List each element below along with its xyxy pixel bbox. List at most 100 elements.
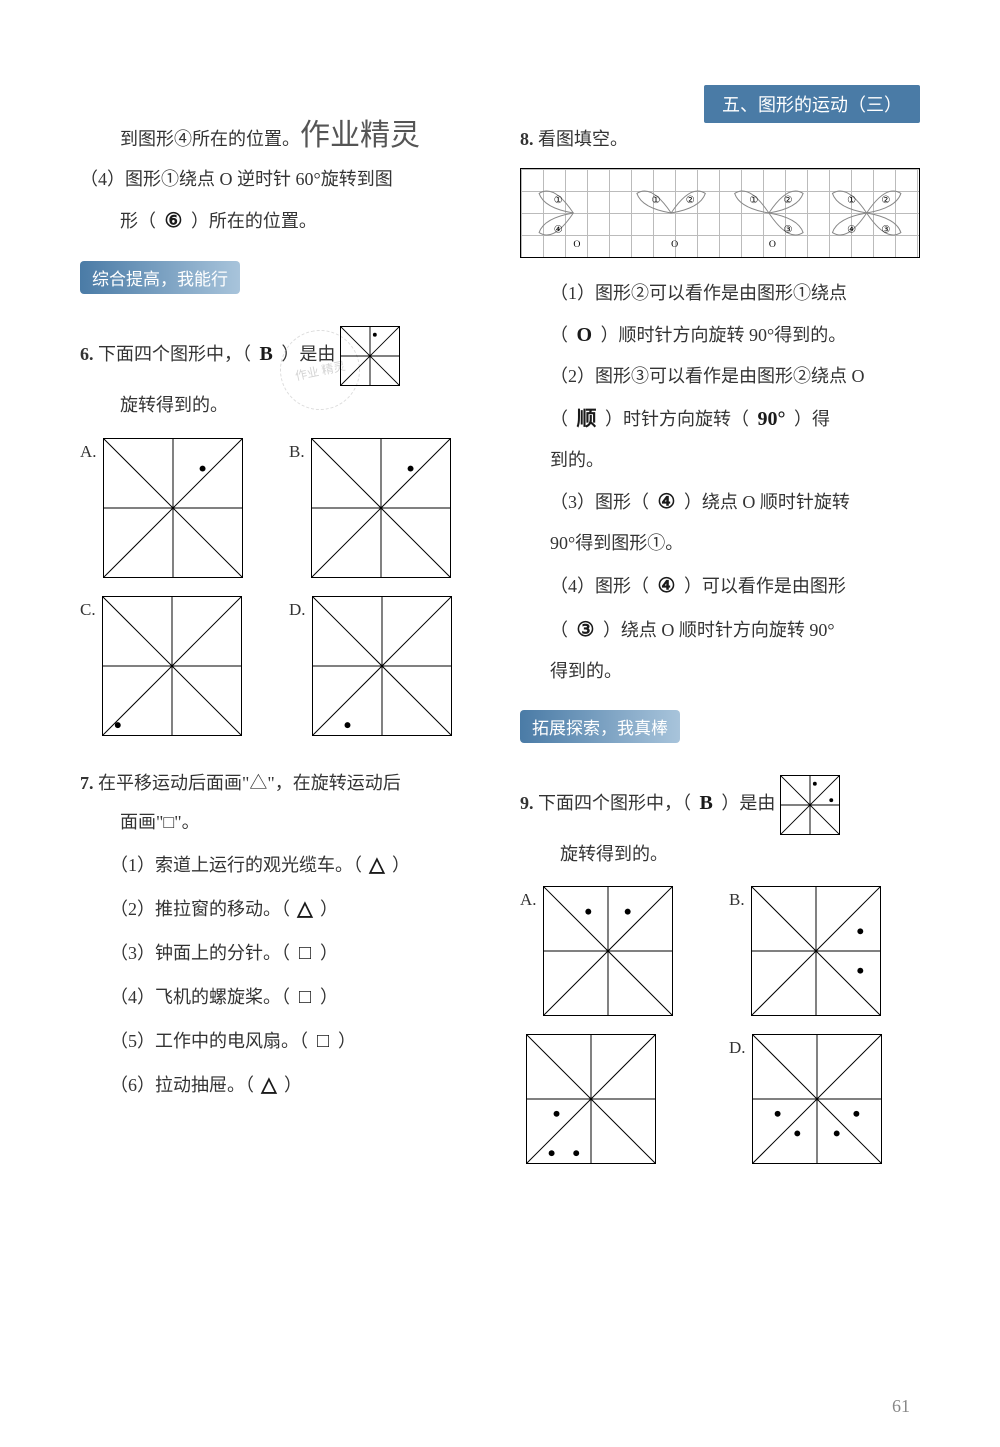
svg-text:④: ④ (554, 224, 563, 235)
right-column: 8. 看图填空。 ①④O ①②O ①②③O ①②④③ （1）图形②可以看作是由图… (520, 120, 920, 1164)
q8-sub4-cont: （ ③ ）绕点 O 顺时针方向旋转 90° (520, 608, 920, 652)
q9-options: A. B. D. (520, 886, 920, 1164)
svg-text:①: ① (652, 195, 661, 206)
q8-2-ans1: 顺 (573, 397, 601, 441)
q7-text1: 在平移运动后面画"△"，在旋转运动后 (98, 773, 401, 793)
q9-label-a: A. (520, 890, 537, 910)
q6-ref-shape (340, 326, 400, 386)
svg-text:O: O (671, 239, 678, 250)
q7-3-ans: □ (290, 931, 320, 975)
svg-text:①: ① (749, 195, 758, 206)
svg-text:③: ③ (881, 224, 890, 235)
butterfly-3: ①②③O (735, 191, 803, 250)
q6-label-a: A. (80, 442, 97, 462)
q9-ref-shape (780, 775, 840, 835)
q7-2-ans: △ (290, 887, 320, 931)
q8-4c: （ (550, 620, 568, 640)
q7-1-end: ） (392, 855, 410, 875)
q8-sub3-cont: 90°得到图形①。 (520, 524, 920, 564)
svg-text:②: ② (686, 195, 695, 206)
q8-4a: （4）图形（ (550, 576, 649, 596)
q9-text2: ）是由 (721, 793, 775, 813)
q7-item-1: （1）索道上运行的观光缆车。（△） (80, 843, 480, 887)
q8-1c: ）顺时针方向旋转 90°得到的。 (601, 325, 847, 345)
q6-option-b: B. (289, 438, 480, 578)
q6-shape-d (312, 596, 452, 736)
q9-label-d: D. (729, 1038, 746, 1058)
q9-option-b: B. (729, 886, 920, 1016)
q7-item-2: （2）推拉窗的移动。（△） (80, 887, 480, 931)
q7-num: 7. (80, 773, 94, 793)
q7-3-end: ） (320, 943, 338, 963)
q6-label-b: B. (289, 442, 305, 462)
svg-text:④: ④ (847, 224, 856, 235)
q7-6-ans: △ (254, 1063, 284, 1107)
q8-sub2-cont: （ 顺 ）时针方向旋转（ 90° ）得 (520, 397, 920, 441)
q6-option-a: A. (80, 438, 271, 578)
q7-3-label: （3）钟面上的分针。（ (110, 943, 290, 963)
q9-shape-d (752, 1034, 882, 1164)
q8-sub1-cont: （ O ）顺时针方向旋转 90°得到的。 (520, 313, 920, 357)
q7-item-5: （5）工作中的电风扇。（□） (80, 1019, 480, 1063)
q6-option-d: D. (289, 596, 480, 736)
q8-4d: ）绕点 O 顺时针方向旋转 90° (603, 620, 835, 640)
question-6: 6. 下面四个图形中，（ B ）是由 旋转得到的。 A. B. (80, 326, 480, 736)
q8-num: 8. (520, 129, 534, 149)
svg-text:②: ② (784, 195, 793, 206)
item4-prefix: （4）图形①绕点 O 逆时针 60°旋转到图 (80, 169, 393, 189)
butterfly-1: ① ④O (539, 191, 580, 250)
item4-cont: 形（ ⑥ ）所在的位置。 (80, 199, 480, 243)
q9-shape-c (526, 1034, 656, 1164)
item4-suffix: 形（ (120, 211, 156, 231)
q7-item-6: （6）拉动抽屉。（△） (80, 1063, 480, 1107)
q7-6-end: ） (284, 1075, 302, 1095)
q7-text2: 面画"□"。 (80, 803, 480, 843)
q6-text1: 下面四个图形中，（ (98, 344, 251, 364)
q8-3b: ）绕点 O 顺时针旋转 (684, 492, 850, 512)
q8-4b: ）可以看作是由图形 (684, 576, 846, 596)
q8-1-ans: O (573, 313, 597, 357)
item-4: （4）图形①绕点 O 逆时针 60°旋转到图 (80, 160, 480, 200)
q9-option-a: A. (520, 886, 711, 1016)
q7-5-end: ） (338, 1031, 356, 1051)
q7-4-end: ） (320, 987, 338, 1007)
q7-item-3: （3）钟面上的分针。（□） (80, 931, 480, 975)
q6-shape-b (311, 438, 451, 578)
q8-1a: （1）图形②可以看作是由图形①绕点 (550, 283, 847, 303)
q6-shape-a (103, 438, 243, 578)
q8-text: 看图填空。 (538, 129, 628, 149)
item4-answer: ⑥ (161, 199, 187, 243)
q6-option-c: C. (80, 596, 271, 736)
q7-2-label: （2）推拉窗的移动。（ (110, 899, 290, 919)
q9-option-d: D. (729, 1034, 920, 1164)
q8-sub1: （1）图形②可以看作是由图形①绕点 (520, 274, 920, 314)
watermark-text: 作业精灵 (300, 110, 420, 154)
pre-line: 到图形④所在的位置。 (80, 120, 480, 160)
chapter-header: 五、图形的运动（三） (704, 85, 920, 123)
q8-2b: （ (550, 409, 568, 429)
q9-shape-a (543, 886, 673, 1016)
q9-option-c (520, 1034, 711, 1164)
q8-2-ans2: 90° (754, 397, 790, 441)
page-number: 61 (892, 1396, 910, 1417)
q7-5-ans: □ (308, 1019, 338, 1063)
q8-3-ans: ④ (654, 480, 680, 524)
q6-label-c: C. (80, 600, 96, 620)
q6-num: 6. (80, 344, 94, 364)
section-header-2: 拓展探索，我真棒 (520, 710, 680, 743)
q9-num: 9. (520, 793, 534, 813)
q9-label-b: B. (729, 890, 745, 910)
q8-sub2: （2）图形③可以看作是由图形②绕点 O (520, 357, 920, 397)
q6-shape-c (102, 596, 242, 736)
q8-4-ans2: ③ (573, 608, 599, 652)
svg-text:O: O (573, 239, 580, 250)
q9-text3: 旋转得到的。 (520, 835, 920, 875)
q8-sub4-end: 得到的。 (520, 652, 920, 692)
q8-1b: （ (550, 325, 568, 345)
q7-2-end: ） (320, 899, 338, 919)
q6-answer: B (256, 332, 277, 376)
q7-1-ans: △ (362, 843, 392, 887)
left-column: 到图形④所在的位置。 （4）图形①绕点 O 逆时针 60°旋转到图 形（ ⑥ ）… (80, 120, 480, 1164)
svg-text:①: ① (554, 195, 563, 206)
q7-4-label: （4）飞机的螺旋桨。（ (110, 987, 290, 1007)
